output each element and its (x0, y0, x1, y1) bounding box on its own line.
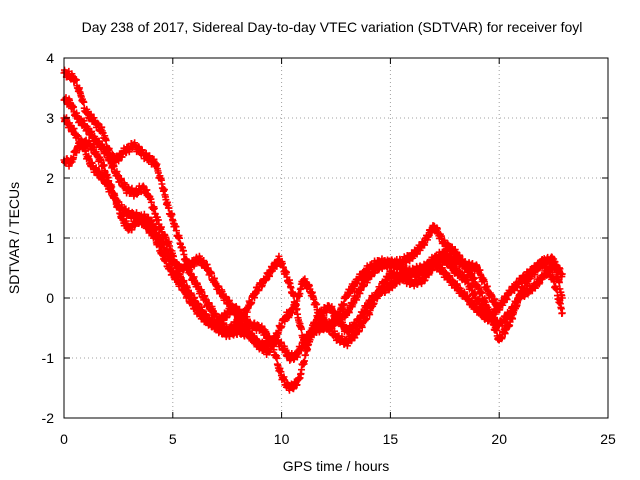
data-point (558, 309, 566, 317)
x-axis-label: GPS time / hours (283, 458, 390, 474)
x-tick-label: 0 (60, 431, 68, 447)
axis-ticks: 0 5 10 15 20 25 -2 -1 0 1 2 3 4 (42, 50, 616, 447)
grid (64, 58, 608, 418)
data-point (298, 325, 306, 333)
data-point (80, 98, 88, 106)
x-tick-label: 10 (274, 431, 290, 447)
x-tick-label: 20 (491, 431, 507, 447)
y-tick-label: 4 (46, 50, 54, 66)
x-tick-label: 15 (383, 431, 399, 447)
chart-title: Day 238 of 2017, Sidereal Day-to-day VTE… (82, 19, 583, 35)
data-point (273, 354, 281, 362)
y-tick-label: -2 (42, 410, 55, 426)
series-track-1 (60, 66, 566, 352)
y-tick-label: -1 (42, 350, 55, 366)
data-point (553, 286, 561, 294)
data-points (60, 66, 566, 394)
y-tick-label: 2 (46, 170, 54, 186)
x-tick-label: 25 (600, 431, 616, 447)
y-tick-label: 0 (46, 290, 54, 306)
series-track-4 (60, 136, 503, 364)
y-tick-label: 3 (46, 110, 54, 126)
series-track-3 (60, 114, 566, 394)
x-tick-label: 5 (169, 431, 177, 447)
data-point (558, 270, 566, 278)
y-tick-label: 1 (46, 230, 54, 246)
y-axis-label: SDTVAR / TECUs (6, 182, 22, 294)
data-point (495, 306, 503, 314)
data-point (102, 136, 110, 144)
